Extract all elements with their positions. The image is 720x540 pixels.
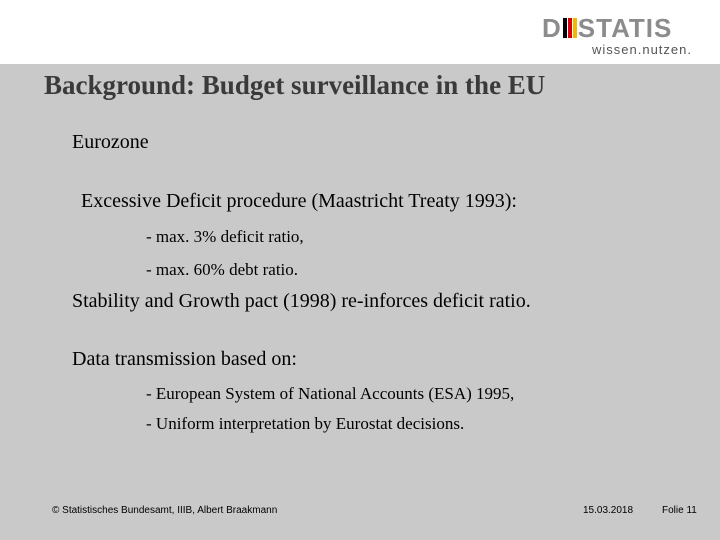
- logo-wordmark: D STATIS: [542, 14, 672, 42]
- sub-bullet-eurostat-decisions: - Uniform interpretation by Eurostat dec…: [146, 414, 465, 433]
- footer-page-number: Folie 11: [662, 505, 697, 516]
- header: D STATIS wissen.nutzen.: [0, 0, 720, 64]
- bullet-eurozone: Eurozone: [72, 131, 149, 153]
- logo-word-right: STATIS: [577, 13, 673, 43]
- logo-word-left: D: [542, 13, 562, 43]
- sub-bullet-debt-ratio: - max. 60% debt ratio.: [146, 260, 299, 279]
- logo-tagline: wissen.nutzen.: [592, 42, 692, 57]
- bullet-stability-growth-pact: Stability and Growth pact (1998) re-info…: [72, 290, 531, 312]
- slide-title: Background: Budget surveillance in the E…: [44, 70, 546, 100]
- sub-bullet-esa-1995: - European System of National Accounts (…: [146, 384, 515, 403]
- footer-copyright: © Statistisches Bundesamt, IIIB, Albert …: [52, 505, 278, 516]
- sub-bullet-deficit-ratio: - max. 3% deficit ratio,: [146, 227, 304, 246]
- destatis-logo: D STATIS wissen.nutzen.: [542, 14, 692, 57]
- footer-date: 15.03.2018: [583, 505, 634, 516]
- bullet-excessive-deficit-procedure: Excessive Deficit procedure (Maastricht …: [81, 190, 517, 212]
- logo-bars-icon: [562, 18, 577, 38]
- bullet-data-transmission: Data transmission based on:: [72, 348, 297, 370]
- slide-content: Background: Budget surveillance in the E…: [0, 64, 720, 540]
